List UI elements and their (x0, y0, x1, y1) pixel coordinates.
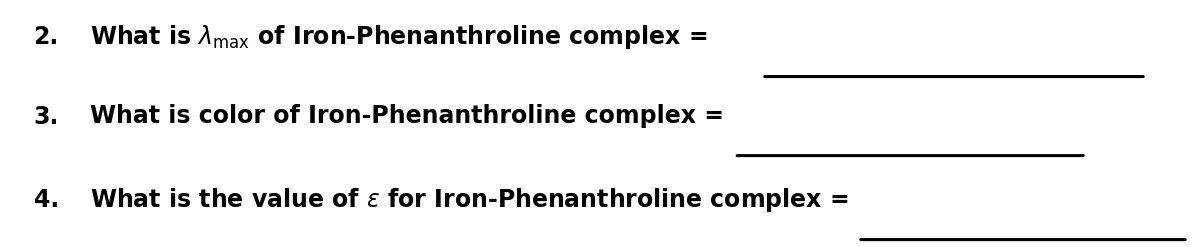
Text: What is color of Iron-Phenanthroline complex =: What is color of Iron-Phenanthroline com… (90, 104, 724, 128)
Text: 3.: 3. (34, 104, 59, 128)
Text: 2.: 2. (34, 25, 59, 49)
Text: What is $\lambda_{\mathrm{max}}$ of Iron-Phenanthroline complex =: What is $\lambda_{\mathrm{max}}$ of Iron… (90, 23, 707, 51)
Text: 4.: 4. (34, 188, 59, 212)
Text: What is the value of $\varepsilon$ for Iron-Phenanthroline complex =: What is the value of $\varepsilon$ for I… (90, 186, 848, 214)
